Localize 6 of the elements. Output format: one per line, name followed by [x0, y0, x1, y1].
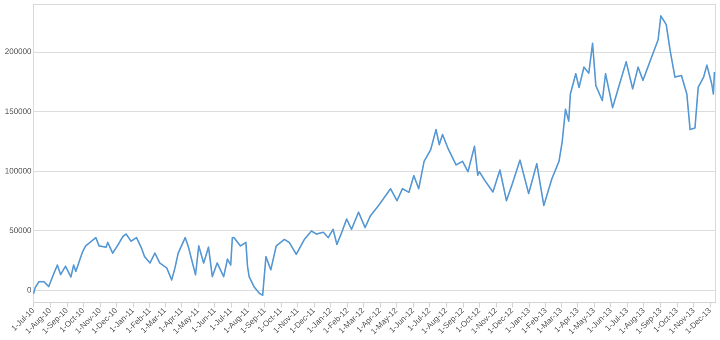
y-tick-label: 100000 [4, 166, 32, 176]
line-series [32, 15, 716, 296]
y-tick-label: 200000 [4, 47, 32, 56]
y-tick-label: 150000 [4, 106, 32, 116]
y-tick-label: 0 [27, 286, 32, 295]
y-tick-label: 50000 [9, 226, 32, 235]
